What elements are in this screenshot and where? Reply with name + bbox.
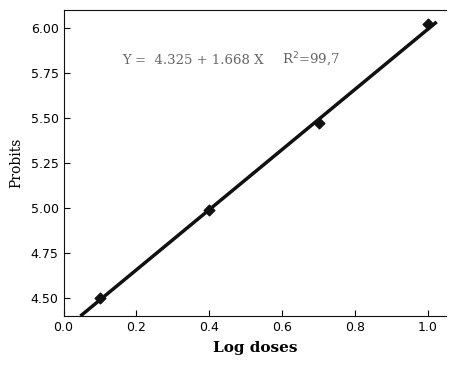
Point [424, 21, 431, 27]
Y-axis label: Probits: Probits [10, 138, 24, 188]
Text: R$^2$=99,7: R$^2$=99,7 [282, 51, 339, 69]
Point [205, 207, 212, 213]
Point [96, 296, 103, 301]
X-axis label: Log doses: Log doses [212, 341, 297, 355]
Point [314, 120, 322, 126]
Text: Y =  4.325 + 1.668 X: Y = 4.325 + 1.668 X [121, 54, 263, 67]
